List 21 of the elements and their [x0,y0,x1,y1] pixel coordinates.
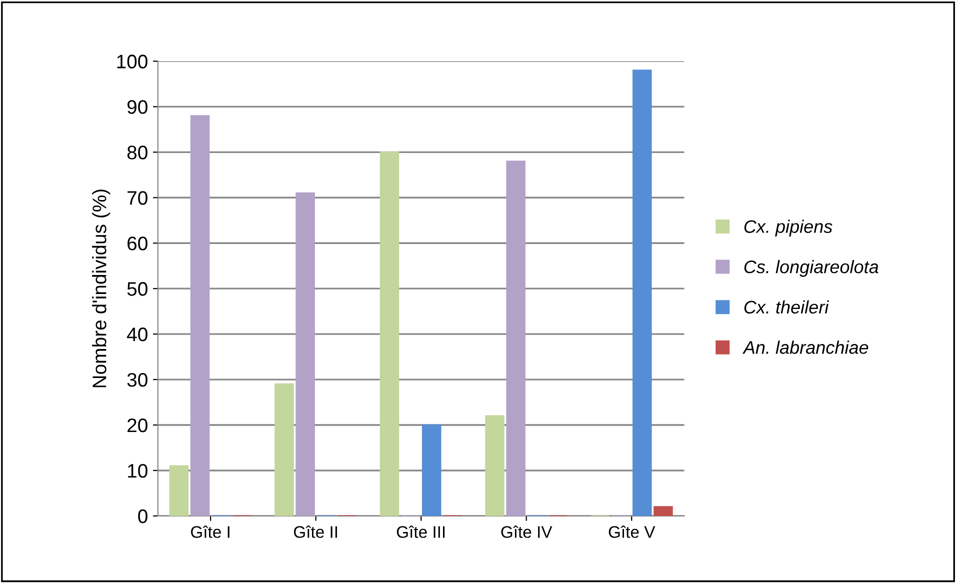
x-tick-label: Gîte IV [501,526,552,538]
y-tick-label: 30 [127,373,148,387]
legend-label: Cx. theileri [744,300,830,314]
y-tick-label: 100 [117,54,148,68]
y-tick-label: 60 [128,236,148,250]
x-tick-label: Gîte III [396,526,445,538]
y-tick-label: 0 [138,509,148,524]
legend-label: Cs. longiareolota [744,260,878,277]
y-tick-label: 90 [127,100,148,114]
x-tick-label: Gîte II [294,526,337,538]
y-tick-label: 10 [128,464,148,478]
x-tick-label: Gîte V [608,526,656,538]
y-tick-label: 20 [128,418,148,432]
y-tick-label: 70 [128,191,148,205]
y-tick-label: 80 [127,146,148,160]
y-axis-title: Nombre d'individus (%) [92,190,110,388]
y-tick-label: 40 [127,328,148,342]
y-tick-label: 50 [127,282,148,296]
x-tick-label: Gîte I [191,526,230,538]
legend-label: Cx. pipiens [744,220,832,237]
legend-label: An. labranchiae [742,340,868,354]
